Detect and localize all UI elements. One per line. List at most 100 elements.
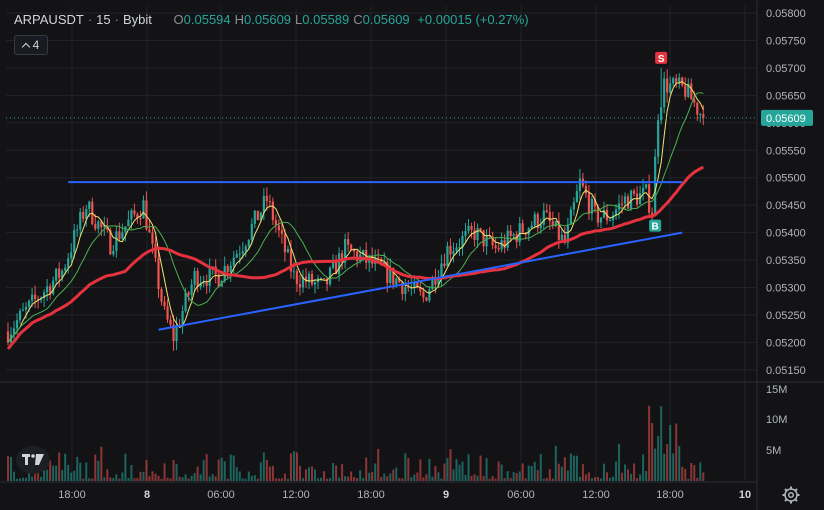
- volume-bar: [566, 470, 569, 481]
- volume-bar: [446, 458, 449, 481]
- candle-body: [455, 247, 458, 251]
- volume-bar: [428, 458, 431, 481]
- high-value: 0.05609: [244, 12, 292, 27]
- volume-bar: [440, 478, 443, 481]
- candle-body: [277, 225, 280, 231]
- candle-body: [491, 236, 494, 246]
- volume-bar: [696, 477, 699, 481]
- volume-bar: [548, 469, 551, 481]
- volume-bar: [380, 477, 383, 481]
- volume-bar: [347, 476, 350, 481]
- candle-body: [690, 83, 693, 100]
- candle-body: [304, 276, 308, 283]
- candle-body: [533, 214, 536, 226]
- volume-bar: [22, 477, 25, 481]
- candle-body: [587, 193, 591, 214]
- volume-bar: [166, 477, 169, 481]
- volume-bar: [199, 474, 202, 481]
- volume-bar: [274, 478, 277, 481]
- volume-bar: [419, 459, 422, 481]
- volume-bar: [106, 469, 109, 481]
- candle-body: [226, 265, 229, 273]
- tradingview-logo-icon[interactable]: [16, 446, 50, 474]
- candle-body: [575, 191, 578, 203]
- gear-icon[interactable]: [781, 485, 801, 505]
- candle-body: [428, 289, 431, 301]
- candle-body: [232, 257, 235, 266]
- volume-bar: [509, 477, 512, 481]
- candle-body: [37, 298, 40, 301]
- candle-body: [395, 278, 398, 285]
- volume-bar: [663, 453, 666, 481]
- candle-body: [620, 203, 624, 205]
- volume-bar: [527, 465, 530, 481]
- candle-body: [347, 239, 350, 245]
- candle-body: [85, 208, 88, 219]
- time-tick-label: 9: [443, 489, 449, 501]
- volume-bar: [136, 478, 139, 481]
- price-tick-label: 0.05150: [766, 365, 806, 377]
- volume-bar: [103, 477, 106, 481]
- price-tick-label: 0.05750: [766, 35, 806, 47]
- time-tick-label: 8: [144, 489, 150, 501]
- volume-bar: [223, 461, 226, 481]
- candle-body: [163, 301, 166, 307]
- candle-body: [596, 206, 600, 223]
- time-tick-label: 18:00: [656, 489, 684, 501]
- candle-body: [569, 209, 572, 225]
- candle-body: [73, 230, 76, 253]
- candle-body: [229, 265, 232, 273]
- trendline-support[interactable]: [158, 231, 683, 331]
- interval-label[interactable]: 15: [96, 12, 111, 27]
- volume-bar: [458, 464, 461, 481]
- candle-body: [663, 78, 666, 108]
- symbol-name[interactable]: ARPAUSDT: [14, 12, 84, 27]
- candle-body: [353, 250, 356, 252]
- candle-body: [265, 195, 268, 202]
- volume-bar: [10, 456, 13, 481]
- candle-body: [669, 83, 672, 93]
- candle-body: [82, 211, 85, 219]
- candle-body: [286, 249, 290, 253]
- candle-body: [500, 240, 503, 250]
- volume-bar: [350, 471, 353, 481]
- indicators-toggle-button[interactable]: 4: [14, 35, 48, 55]
- volume-bar: [449, 449, 452, 481]
- time-tick-label: 12:00: [582, 489, 610, 501]
- volume-bar: [621, 472, 624, 481]
- candle-body: [416, 282, 419, 288]
- volume-bar: [615, 461, 618, 481]
- last-price-badge: [761, 109, 813, 126]
- candle-body: [684, 85, 687, 97]
- volume-bar: [654, 448, 657, 481]
- volume-bar: [52, 465, 55, 481]
- volume-bar: [530, 465, 533, 481]
- volume-bar: [220, 457, 223, 481]
- volume-bar: [648, 405, 651, 481]
- candle-body: [377, 257, 380, 259]
- header-separator: ·: [87, 12, 93, 27]
- candle-body: [419, 287, 422, 292]
- trendlines[interactable]: [68, 181, 683, 331]
- volume-bar: [247, 471, 250, 481]
- volume-bar: [395, 467, 398, 481]
- volume-bar: [332, 463, 335, 481]
- volume-bar: [485, 458, 488, 481]
- high-label: H: [234, 12, 245, 27]
- candle-body: [398, 278, 401, 283]
- candle-body: [100, 221, 103, 228]
- candle-body: [94, 224, 97, 229]
- candle-body: [328, 267, 332, 285]
- volume-bar: [383, 473, 386, 481]
- candle-body: [467, 225, 470, 232]
- candle-body: [512, 234, 515, 236]
- candle-body: [608, 220, 612, 222]
- time-tick-label: 12:00: [282, 489, 310, 501]
- volume-bar: [76, 456, 79, 481]
- volume-bar: [666, 444, 669, 481]
- candle-body: [542, 210, 545, 225]
- candle-body: [199, 283, 202, 287]
- candle-body: [566, 224, 569, 243]
- candle-body: [6, 331, 10, 343]
